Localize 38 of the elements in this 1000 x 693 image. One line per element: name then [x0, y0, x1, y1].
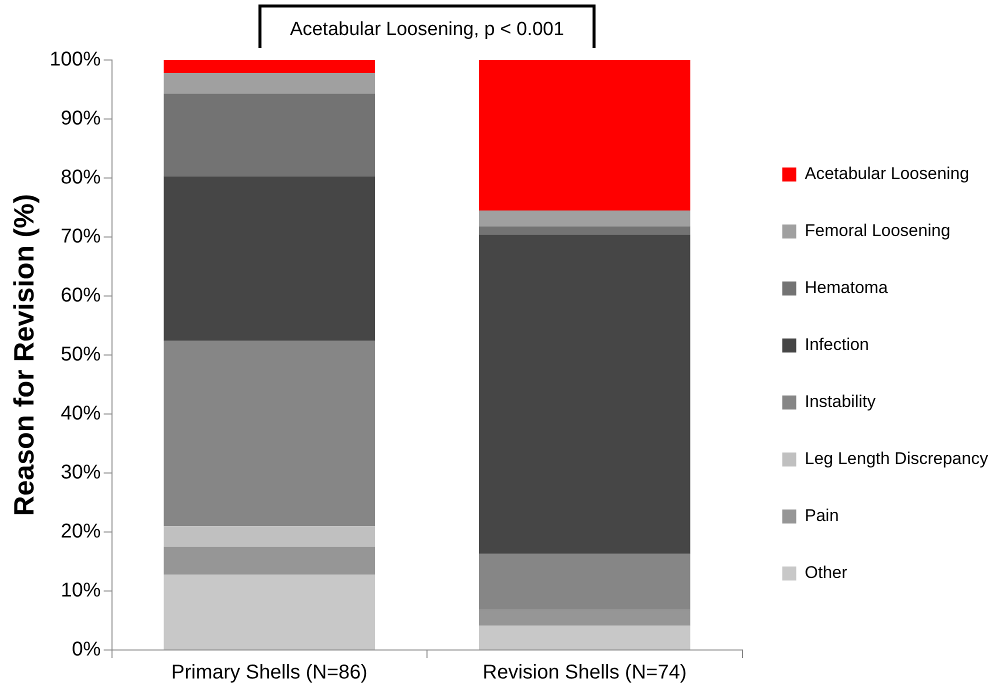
- bar: [479, 60, 690, 210]
- bar: [164, 176, 375, 341]
- legend-label: Instability: [804, 392, 876, 412]
- bar: [479, 626, 690, 650]
- y-tick-label: 30%: [60, 462, 101, 484]
- x-tick-label: Revision Shells (N=74): [482, 662, 687, 684]
- y-tick-label: 70%: [60, 226, 101, 248]
- y-axis-title: Reason for Revision (%): [8, 194, 40, 516]
- legend-label: Infection: [804, 335, 870, 354]
- bar: [479, 554, 690, 610]
- bar: [164, 94, 375, 176]
- legend-label: Acetabular Loosening: [804, 164, 970, 184]
- text: Acetabular Loosening, p < 0.001: [290, 19, 564, 40]
- legend-label: Other: [804, 563, 848, 582]
- bar: [164, 526, 375, 547]
- y-tick-label: 90%: [60, 108, 101, 130]
- y-tick-label: 50%: [60, 344, 101, 366]
- y-tick-label: 0%: [72, 638, 101, 661]
- bar: [164, 72, 375, 94]
- legend-label: Femoral Loosening: [804, 221, 950, 240]
- y-tick-label: 20%: [60, 520, 101, 543]
- legend-label: Hematoma: [804, 278, 888, 298]
- y-tick-label: 60%: [60, 284, 101, 307]
- legend-label: Leg Length Discrepancy: [804, 449, 989, 468]
- bar: [164, 60, 375, 73]
- bar: [479, 226, 690, 235]
- bar: [164, 574, 375, 650]
- bar: [479, 610, 690, 626]
- bar: [479, 210, 690, 226]
- x-tick-label: Primary Shells (N=86): [171, 662, 368, 684]
- y-tick-label: 80%: [60, 166, 101, 189]
- y-tick-label: 40%: [60, 402, 101, 425]
- y-tick-label: 10%: [60, 580, 101, 602]
- bar: [164, 340, 375, 526]
- legend-label: Pain: [804, 506, 839, 526]
- bar: [479, 234, 690, 554]
- bar: [164, 546, 375, 574]
- y-tick-label: 100%: [50, 48, 101, 71]
